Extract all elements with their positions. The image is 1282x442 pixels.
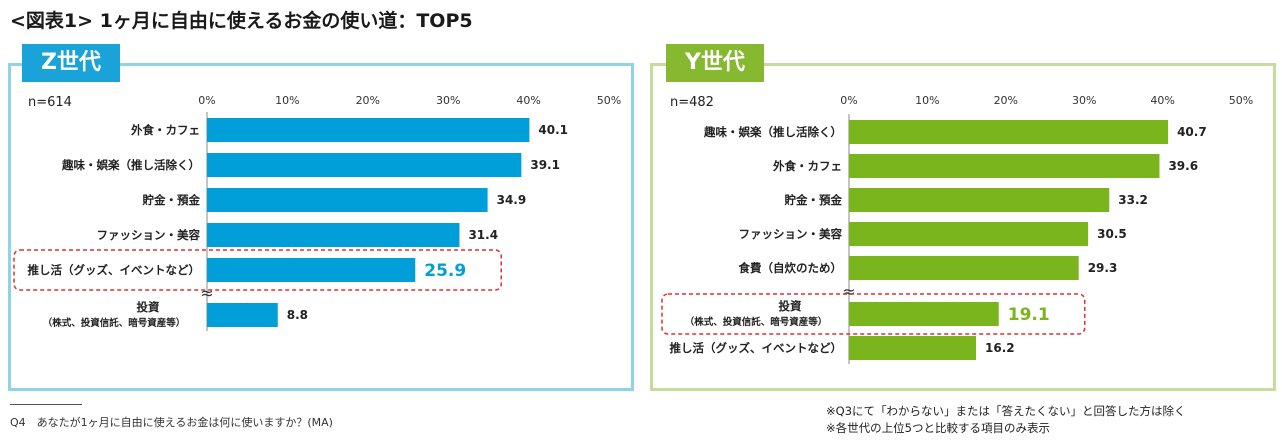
y-bar [849,302,999,326]
y-tick-label: 30% [1072,94,1096,107]
badge-y-generation: Y世代 [666,44,764,82]
y-category-label: 投資 [779,299,802,313]
panel-y-generation [650,63,1276,391]
y-bar [849,256,1079,280]
z-tick-label: 20% [356,94,380,107]
y-bar [849,336,977,360]
y-tick-label: 50% [1229,94,1253,107]
footnote-divider [10,404,82,405]
y-tick-label: 0% [840,94,857,107]
y-axis-break: ≈ [842,282,855,301]
z-highlight-box [13,249,502,291]
y-value-label: 30.5 [1097,227,1127,241]
z-axis-break: ≈ [200,284,213,303]
z-value-label: 31.4 [468,228,498,242]
z-sample-size: n=614 [28,95,72,110]
z-bar [207,153,522,177]
y-value-label: 33.2 [1118,193,1148,207]
z-value-label: 39.1 [530,158,560,172]
z-tick-label: 30% [436,94,460,107]
y-category-sublabel: （株式、投資信託、暗号資産等） [685,316,828,328]
y-tick-label: 40% [1150,94,1174,107]
z-bar [207,223,460,247]
z-category-label: 趣味・娯楽（推し活除く） [61,158,200,172]
note-exclusion: ※Q3にて「わからない」または「答えたくない」と回答した方は除く [826,404,1186,418]
z-category-label: 外食・カフェ [130,123,200,137]
z-tick-label: 0% [198,94,215,107]
panel-z-generation [8,63,634,391]
badge-z-generation: Z世代 [22,44,120,82]
z-tick-label: 10% [275,94,299,107]
z-value-label: 34.9 [497,193,527,207]
y-category-label: 食費（自炊のため） [739,261,843,275]
z-tick-label: 50% [597,94,621,107]
y-highlight-box [661,293,1086,335]
y-category-label: 貯金・預金 [785,193,843,207]
z-category-label: 貯金・預金 [143,193,201,207]
z-bar [207,118,530,142]
y-tick-label: 10% [915,94,939,107]
z-value-label: 8.8 [287,308,308,322]
z-category-label: ファッション・美容 [97,228,201,242]
y-value-label: 39.6 [1168,159,1198,173]
page-title: <図表1> 1ヶ月に自由に使えるお金の使い道：TOP5 [10,10,473,32]
y-value-label: 16.2 [985,341,1015,355]
y-value-label: 29.3 [1088,261,1118,275]
z-bar [207,188,488,212]
y-bar [849,154,1160,178]
z-category-label: 推し活（グッズ、イベントなど） [28,263,201,277]
y-category-label: ファッション・美容 [739,227,843,241]
y-sample-size: n=482 [670,95,714,110]
y-value-label: 40.7 [1177,125,1207,139]
y-bar [849,120,1169,144]
footnote-question: Q4 あなたが1ヶ月に自由に使えるお金は何に使いますか？(MA) [10,416,333,429]
y-bar [849,188,1110,212]
z-tick-label: 40% [516,94,540,107]
y-category-label: 趣味・娯楽（推し活除く） [703,125,842,139]
note-display: ※各世代の上位5つと比較する項目のみ表示 [826,421,1050,435]
z-bar [207,258,416,282]
z-value-label: 40.1 [538,123,568,137]
y-category-label: 推し活（グッズ、イベントなど） [670,341,843,355]
y-value-label: 19.1 [1008,305,1050,325]
y-tick-label: 20% [994,94,1018,107]
z-category-sublabel: （株式、投資信託、暗号資産等） [43,317,186,329]
z-bar [207,303,278,327]
y-bar [849,222,1089,246]
z-category-label: 投資 [137,300,160,314]
z-value-label: 25.9 [424,261,466,281]
y-category-label: 外食・カフェ [772,159,842,173]
